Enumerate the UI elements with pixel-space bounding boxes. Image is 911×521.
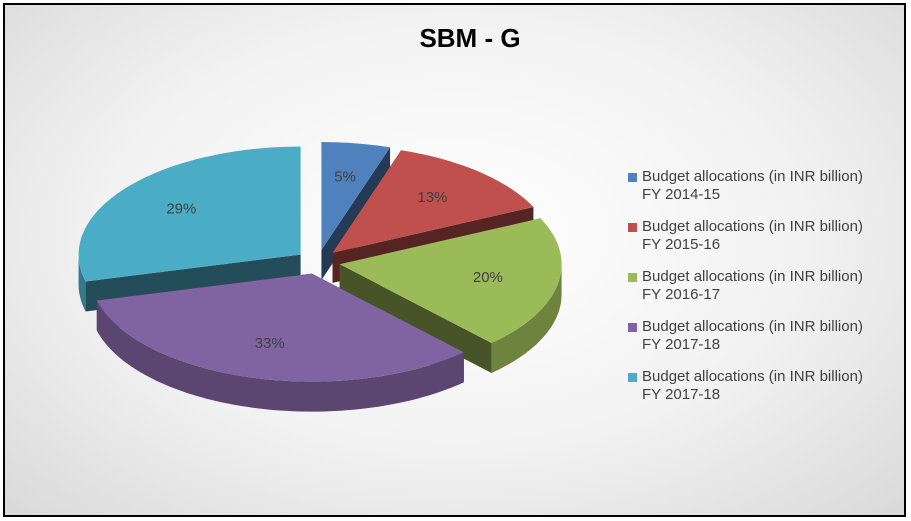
legend-item: Budget allocations (in INR billion) FY 2… [628,368,874,404]
slice-side [96,300,464,412]
legend: Budget allocations (in INR billion) FY 2… [628,168,874,418]
legend-label: Budget allocations (in INR billion) FY 2… [642,218,863,253]
data-label: 13% [417,189,447,206]
legend-item: Budget allocations (in INR billion) FY 2… [628,218,874,254]
data-label: 33% [255,335,285,352]
legend-item: Budget allocations (in INR billion) FY 2… [628,318,874,354]
legend-label: Budget allocations (in INR billion) FY 2… [642,368,863,403]
legend-swatch [628,323,637,332]
data-label: 5% [334,168,356,185]
pie-slice [96,273,464,382]
legend-label: Budget allocations (in INR billion) FY 2… [642,318,863,353]
legend-swatch [628,173,637,182]
legend-item: Budget allocations (in INR billion) FY 2… [628,268,874,304]
chart-title: SBM - G [419,23,520,53]
slice-side [491,264,562,373]
pie-slice [332,150,534,253]
data-label: 20% [473,269,503,286]
pie-slice [339,218,562,343]
legend-swatch [628,223,637,232]
slice-side [78,254,86,312]
slice-side [339,264,492,373]
legend-swatch [628,273,637,282]
pie-slice [321,142,390,251]
data-label: 29% [166,201,196,218]
legend-item: Budget allocations (in INR billion) FY 2… [628,168,874,204]
pie-slice [78,146,301,282]
legend-label: Budget allocations (in INR billion) FY 2… [642,268,863,303]
legend-label: Budget allocations (in INR billion) FY 2… [642,168,863,203]
legend-swatch [628,373,637,382]
